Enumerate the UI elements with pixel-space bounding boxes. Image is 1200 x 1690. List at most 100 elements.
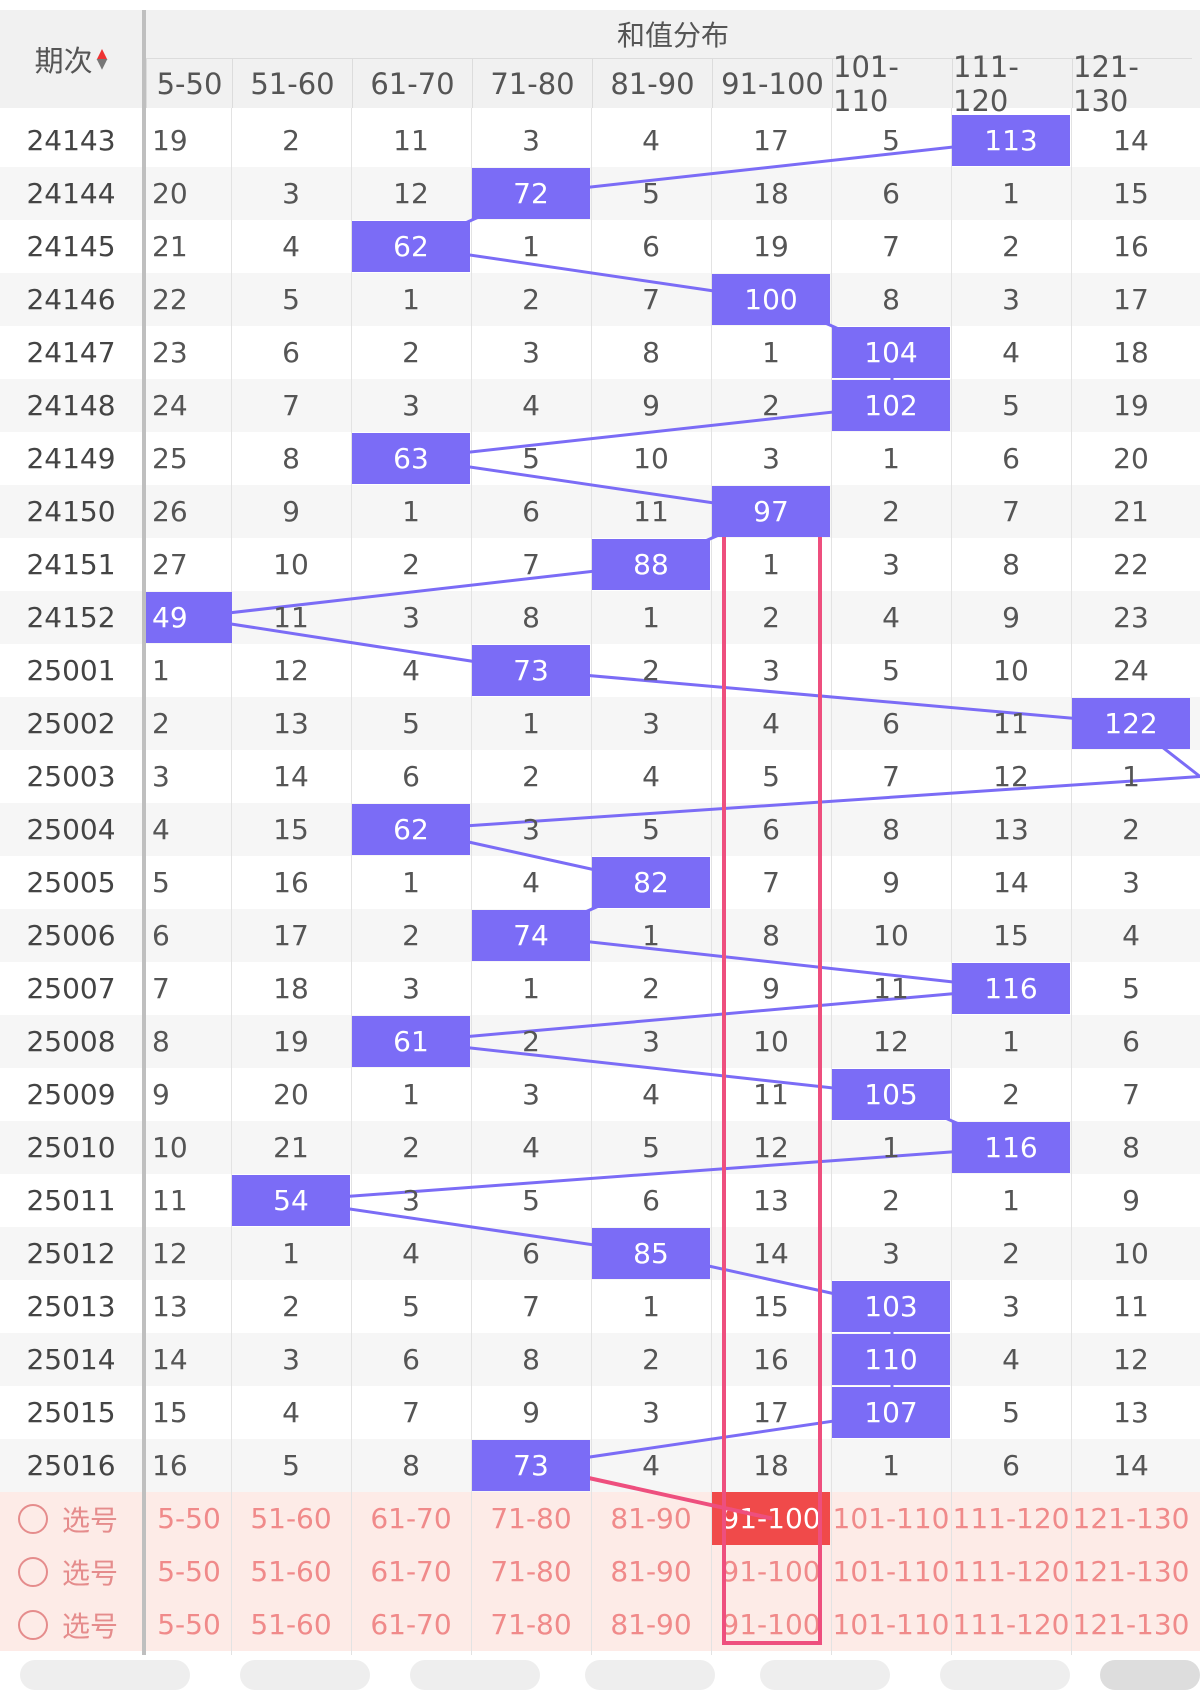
tab-pill[interactable] <box>940 1660 1070 1690</box>
cell-value: 19 <box>273 1025 309 1058</box>
miss-count-cell: 9 <box>592 379 710 432</box>
tab-pill[interactable] <box>240 1660 370 1690</box>
sort-arrows-icon[interactable]: ▲ ▼ <box>96 46 108 72</box>
select-range-option[interactable]: 5-50 <box>157 1555 221 1588</box>
period-number: 24148 <box>26 389 116 422</box>
select-number-toggle[interactable]: 选号 <box>18 1545 118 1598</box>
cell-value: 6 <box>152 919 170 952</box>
miss-count-cell: 10 <box>232 538 350 591</box>
table-row: 24146 22 5 1 2 7 100 8 3 17 <box>0 273 1200 326</box>
miss-count-cell: 3 <box>832 538 950 591</box>
select-range-option[interactable]: 51-60 <box>250 1502 332 1535</box>
selection-row: 选号 5-50 51-60 61-70 71-80 81-90 91-100 101-110 1… <box>0 1492 1200 1545</box>
hit-cell: 97 <box>712 485 830 538</box>
radio-icon[interactable] <box>18 1556 48 1587</box>
select-range-option[interactable]: 81-90 <box>610 1502 692 1535</box>
select-range-option[interactable]: 91-100 <box>721 1555 821 1588</box>
select-range-option[interactable]: 61-70 <box>370 1555 452 1588</box>
cell-value: 5 <box>152 866 170 899</box>
cell-value: 104 <box>864 336 918 369</box>
select-range-option[interactable]: 91-100 <box>712 1492 830 1545</box>
select-number-toggle[interactable]: 选号 <box>18 1598 118 1651</box>
hit-cell: 85 <box>592 1227 710 1280</box>
cell-value: 122 <box>1104 707 1158 740</box>
cell-value: 2 <box>522 760 540 793</box>
cell-value: 85 <box>633 1237 669 1270</box>
cell-value: 2 <box>522 1025 540 1058</box>
miss-count-cell: 5 <box>592 1121 710 1174</box>
select-range-option[interactable]: 51-60 <box>250 1608 332 1641</box>
miss-count-cell: 27 <box>146 538 232 591</box>
miss-count-cell: 5 <box>472 432 590 485</box>
select-range-option[interactable]: 61-70 <box>370 1608 452 1641</box>
select-number-toggle[interactable]: 选号 <box>18 1492 118 1545</box>
cell-value: 23 <box>1113 601 1149 634</box>
cell-value: 22 <box>1113 548 1149 581</box>
select-range-option[interactable]: 121-130 <box>1072 1608 1190 1641</box>
cell-value: 12 <box>393 177 429 210</box>
column-header: 101-110 <box>832 50 952 118</box>
cell-value: 5 <box>282 1449 300 1482</box>
tab-pill[interactable] <box>1100 1660 1200 1690</box>
cell-value: 2 <box>642 972 660 1005</box>
table-row: 24143 19 2 11 3 4 17 5 113 14 <box>0 114 1200 167</box>
select-range-option[interactable]: 51-60 <box>250 1555 332 1588</box>
select-range-option[interactable]: 101-110 <box>832 1608 950 1641</box>
cell-value: 5 <box>762 760 780 793</box>
select-range-option[interactable]: 71-80 <box>490 1502 572 1535</box>
cell-value: 11 <box>152 1184 188 1217</box>
cell-value: 3 <box>642 707 660 740</box>
select-range-option[interactable]: 5-50 <box>157 1502 221 1535</box>
miss-count-cell: 2 <box>592 1333 710 1386</box>
tab-pill[interactable] <box>760 1660 890 1690</box>
miss-count-cell: 13 <box>712 1174 830 1227</box>
table-row: 25005 5 16 1 4 82 7 9 14 3 <box>0 856 1200 909</box>
tab-pill[interactable] <box>20 1660 190 1690</box>
cell-value: 54 <box>273 1184 309 1217</box>
select-range-option[interactable]: 81-90 <box>610 1608 692 1641</box>
miss-count-cell: 6 <box>952 432 1070 485</box>
cell-value: 14 <box>993 866 1029 899</box>
cell-value: 13 <box>152 1290 188 1323</box>
cell-value: 9 <box>152 1078 170 1111</box>
radio-icon[interactable] <box>18 1503 48 1534</box>
period-column-header[interactable]: 期次 ▲ ▼ <box>0 10 142 108</box>
table-row: 25004 4 15 62 3 5 6 8 13 2 <box>0 803 1200 856</box>
table-row: 25014 14 3 6 8 2 16 110 4 12 <box>0 1333 1200 1386</box>
cell-value: 3 <box>282 1343 300 1376</box>
miss-count-cell: 4 <box>352 644 470 697</box>
tab-pill[interactable] <box>585 1660 715 1690</box>
select-range-option[interactable]: 61-70 <box>370 1502 452 1535</box>
select-range-option[interactable]: 111-120 <box>952 1608 1070 1641</box>
select-range-option[interactable]: 5-50 <box>157 1608 221 1641</box>
select-range-option[interactable]: 81-90 <box>610 1555 692 1588</box>
select-range-option[interactable]: 101-110 <box>832 1555 950 1588</box>
miss-count-cell: 8 <box>472 591 590 644</box>
miss-count-cell: 18 <box>712 167 830 220</box>
miss-count-cell: 7 <box>592 273 710 326</box>
miss-count-cell: 5 <box>352 1280 470 1333</box>
miss-count-cell: 18 <box>712 1439 830 1492</box>
select-range-option[interactable]: 71-80 <box>490 1555 572 1588</box>
select-range-option[interactable]: 121-130 <box>1072 1555 1190 1588</box>
miss-count-cell: 7 <box>832 750 950 803</box>
cell-value: 25 <box>152 442 188 475</box>
select-range-option[interactable]: 101-110 <box>832 1502 950 1535</box>
select-range-option[interactable]: 121-130 <box>1072 1502 1190 1535</box>
period-number: 25008 <box>26 1025 116 1058</box>
miss-count-cell: 2 <box>352 909 470 962</box>
select-range-option[interactable]: 71-80 <box>490 1608 572 1641</box>
cell-value: 11 <box>993 707 1029 740</box>
table-row: 24145 21 4 62 1 6 19 7 2 16 <box>0 220 1200 273</box>
select-range-option[interactable]: 111-120 <box>952 1555 1070 1588</box>
miss-count-cell: 3 <box>352 1174 470 1227</box>
select-range-option[interactable]: 91-100 <box>721 1608 821 1641</box>
miss-count-cell: 8 <box>352 1439 470 1492</box>
select-range-option[interactable]: 111-120 <box>952 1502 1070 1535</box>
radio-icon[interactable] <box>18 1609 48 1640</box>
miss-count-cell: 10 <box>952 644 1070 697</box>
tab-pill[interactable] <box>410 1660 540 1690</box>
miss-count-cell: 13 <box>146 1280 232 1333</box>
cell-value: 6 <box>642 1184 660 1217</box>
miss-count-cell: 17 <box>1072 273 1190 326</box>
